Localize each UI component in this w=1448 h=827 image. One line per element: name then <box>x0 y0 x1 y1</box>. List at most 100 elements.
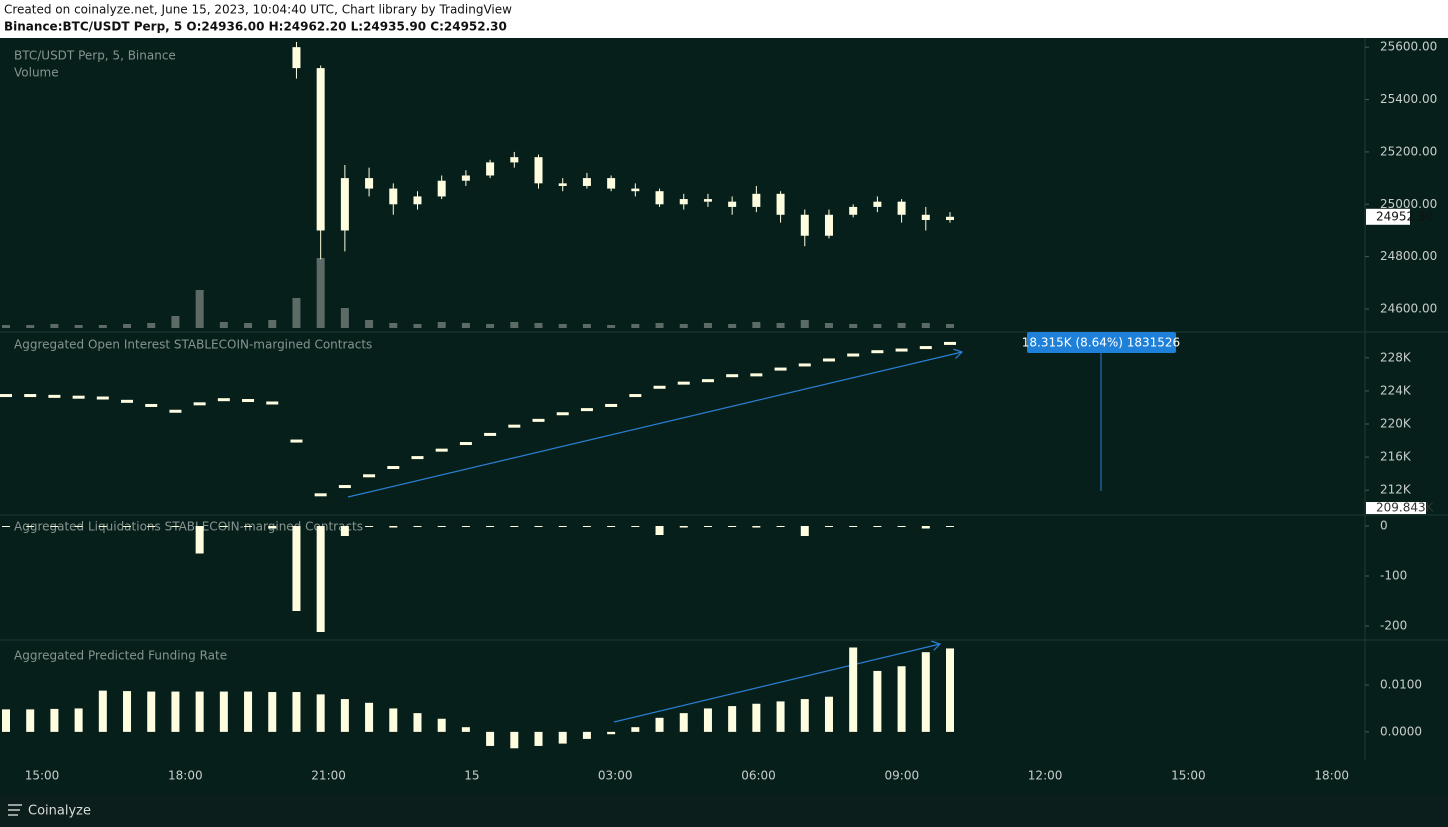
candle-body <box>437 180 446 197</box>
brand: Coinalyze <box>28 804 91 819</box>
oi-dash <box>822 358 835 362</box>
candle-body <box>389 188 398 205</box>
oi-dash <box>411 456 424 460</box>
volume-bar <box>292 298 301 328</box>
x-tick-label: 18:00 <box>1314 769 1349 783</box>
bar <box>74 708 83 732</box>
volume-bar <box>800 320 809 328</box>
volume-bar <box>123 324 132 328</box>
candle-body <box>340 178 349 231</box>
oi-dash <box>629 394 642 398</box>
candle-body <box>897 201 906 215</box>
volume-bar <box>897 323 906 328</box>
bar <box>631 727 640 732</box>
candle-body <box>728 201 737 207</box>
oi-dash <box>459 442 472 446</box>
y-tick-label: 25000.00 <box>1380 197 1437 211</box>
bar <box>292 692 301 732</box>
bar <box>292 526 301 611</box>
volume-bar <box>171 316 180 328</box>
oi-dash <box>96 396 109 400</box>
bar <box>123 691 132 732</box>
oi-dash <box>24 394 37 398</box>
bar <box>776 526 785 527</box>
volume-bar <box>316 258 325 328</box>
bar <box>461 727 470 732</box>
bar <box>703 708 712 732</box>
bar <box>679 526 688 528</box>
candle-body <box>921 214 930 221</box>
oi-dash <box>290 439 303 443</box>
candle-body <box>365 178 374 189</box>
oi-dash <box>726 374 739 378</box>
volume-bar <box>703 323 712 328</box>
oi-dash <box>338 485 351 489</box>
oi-dash <box>701 379 714 383</box>
bar <box>147 691 156 732</box>
bar <box>437 718 446 732</box>
bar <box>800 699 809 732</box>
oi-dash <box>0 394 12 398</box>
candle-body <box>413 196 422 205</box>
x-tick-label: 15 <box>464 769 479 783</box>
volume-bar <box>631 324 640 328</box>
oi-dash <box>605 403 618 407</box>
bar <box>268 526 277 529</box>
volume-bar <box>558 324 567 328</box>
liq-title: Aggregated Liquidations STABLECOIN-margi… <box>14 520 363 534</box>
candle-body <box>607 178 616 189</box>
bar <box>98 690 107 732</box>
y-tick-label: 0.0000 <box>1380 724 1422 738</box>
y-tick-label: -200 <box>1380 619 1407 633</box>
x-tick-label: 06:00 <box>741 769 776 783</box>
oi-dash <box>484 432 497 436</box>
volume-bar <box>946 324 954 328</box>
x-tick-label: 15:00 <box>25 769 60 783</box>
oi-dash <box>435 448 448 452</box>
bar <box>389 708 398 732</box>
candle-body <box>486 162 495 176</box>
y-tick-label: 24800.00 <box>1380 249 1437 263</box>
bar <box>607 526 616 527</box>
bar <box>486 731 495 746</box>
y-tick-label: 25200.00 <box>1380 144 1437 158</box>
candle-body <box>679 199 688 205</box>
bar <box>897 666 906 732</box>
volume-bar <box>752 322 761 328</box>
bar <box>534 731 543 746</box>
bar <box>776 701 785 732</box>
candle-body <box>824 214 833 236</box>
bar <box>437 526 446 527</box>
volume-bar <box>389 323 398 328</box>
bar <box>413 713 422 732</box>
oi-dash <box>750 373 763 377</box>
oi-dash <box>871 350 884 354</box>
bar <box>486 526 495 527</box>
x-tick-label: 09:00 <box>885 769 920 783</box>
volume-bar <box>873 324 882 328</box>
y-tick-label: 25400.00 <box>1380 92 1437 106</box>
bar <box>195 691 204 732</box>
volume-bar <box>582 324 591 328</box>
oi-dash <box>895 348 908 352</box>
candle-body <box>292 47 301 69</box>
x-tick-label: 18:00 <box>168 769 203 783</box>
bar <box>873 526 882 527</box>
funding-title: Aggregated Predicted Funding Rate <box>14 649 227 663</box>
candle-body <box>534 157 543 184</box>
oi-dash <box>242 399 255 403</box>
bar <box>219 691 228 732</box>
volume-bar <box>607 325 616 328</box>
volume-bar <box>244 323 253 328</box>
bar <box>510 526 519 527</box>
candle-body <box>631 188 640 192</box>
oi-dash <box>677 381 690 385</box>
oi-dash <box>387 466 400 470</box>
bar <box>946 648 954 732</box>
candle-body <box>582 178 591 186</box>
measure-box <box>1027 332 1176 353</box>
oi-dash <box>847 353 860 357</box>
candle-body <box>849 206 858 215</box>
y-tick-label: -100 <box>1380 569 1407 583</box>
bar <box>171 691 180 732</box>
